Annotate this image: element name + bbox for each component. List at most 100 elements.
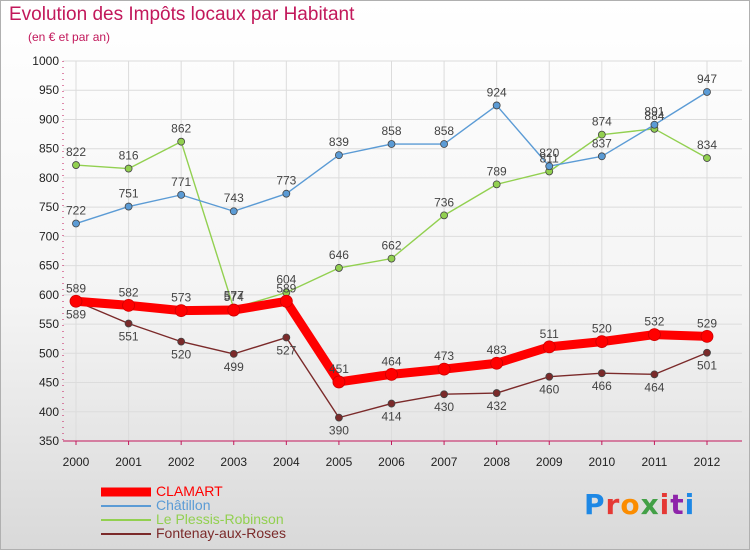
data-label: 582 [119,285,139,299]
data-point [124,164,133,173]
data-label: 604 [276,273,296,287]
x-tick-label: 2006 [378,455,405,469]
y-tick-label: 550 [39,317,59,331]
data-point [335,413,343,422]
legend-swatch [101,519,151,521]
data-label: 483 [487,343,507,357]
data-label: 464 [644,380,664,394]
y-tick-label: 1000 [32,54,59,68]
data-label: 884 [644,109,664,123]
x-tick-label: 2005 [326,455,353,469]
data-label: 520 [592,322,612,336]
data-label: 414 [381,410,401,424]
legend-label: Châtillon [156,497,211,513]
data-label: 834 [697,138,717,152]
y-tick-label: 350 [39,434,59,448]
legend-swatch [101,487,151,497]
y-tick-label: 800 [39,171,59,185]
data-point [387,399,396,408]
data-point [440,211,448,220]
axes: 350 400 450 500 550 600 650 700 750 800 850 900 950 1… [32,54,742,469]
data-point [332,375,346,389]
y-tick-label: 750 [39,200,59,214]
data-label: 839 [329,135,349,149]
data-point [597,152,606,161]
data-label: 891 [644,105,664,119]
x-tick-label: 2004 [273,455,300,469]
x-tick-label: 2011 [642,455,668,469]
data-point [177,190,186,199]
data-label: 574 [224,290,244,304]
data-label: 589 [276,281,296,295]
data-point [440,390,448,399]
data-label: 466 [592,379,612,393]
data-label: 751 [119,187,139,201]
data-point [700,329,714,343]
data-label: 771 [171,175,191,189]
legend-label: Fontenay-aux-Roses [156,525,286,541]
data-label: 646 [329,248,349,262]
data-point [72,161,80,169]
data-point [492,389,501,397]
data-point [282,333,291,342]
y-tick-label: 900 [39,112,59,126]
data-label: 551 [119,329,139,343]
data-point [492,101,501,110]
data-labels: 589 582 573 574 589 451 464 473 483 511 520 532 529 7… [66,72,717,438]
data-point [437,362,451,376]
data-label: 520 [171,348,191,362]
legend-swatch [101,505,151,507]
data-point [597,130,606,139]
data-label: 822 [66,145,86,159]
x-tick-label: 2000 [63,455,90,469]
data-label: 532 [644,315,664,329]
x-tick-label: 2007 [431,455,458,469]
data-label: 573 [171,291,191,305]
data-label: 527 [276,344,296,358]
data-label: 432 [487,399,507,413]
data-label: 464 [381,354,401,368]
data-point [545,162,554,171]
data-label: 947 [697,72,717,86]
y-tick-label: 950 [39,83,59,97]
y-tick-label: 650 [39,259,59,273]
data-label: 858 [434,124,454,138]
data-point [227,303,241,317]
x-tick-label: 2010 [588,455,615,469]
data-point [124,202,133,211]
data-label: 816 [119,149,139,163]
legend-label: CLAMART [156,483,223,499]
data-point [177,337,186,346]
data-point [174,304,188,318]
data-point [72,219,80,228]
data-label: 589 [66,307,86,321]
data-point [387,254,396,263]
data-label: 789 [487,164,507,178]
data-point [229,349,238,358]
data-label: 589 [66,281,86,295]
x-tick-label: 2002 [168,455,195,469]
data-point [282,189,291,198]
data-point [650,370,659,379]
data-point [385,367,398,381]
data-point [387,140,396,148]
data-point [595,335,609,349]
data-label: 862 [171,122,191,136]
y-tick-label: 600 [39,288,59,302]
data-point [648,328,661,342]
data-point [229,207,238,216]
y-tick-label: 850 [39,142,59,156]
x-tick-label: 2001 [115,455,142,469]
data-point [69,294,83,308]
data-point [597,369,606,378]
grid [63,60,742,441]
y-tick-label: 700 [39,229,59,243]
data-point [335,151,343,160]
x-tick-label: 2012 [694,455,721,469]
x-tick-label: 2008 [483,455,510,469]
data-label: 577 [224,288,244,302]
data-label: 430 [434,400,454,414]
y-tick-label: 500 [39,346,59,360]
